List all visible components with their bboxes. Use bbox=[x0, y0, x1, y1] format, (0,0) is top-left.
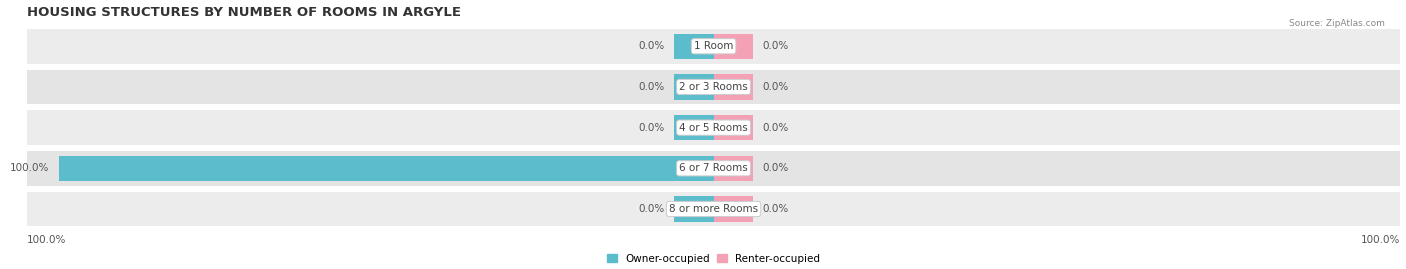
Text: 0.0%: 0.0% bbox=[762, 82, 789, 92]
Bar bbox=[27, 29, 1400, 63]
Text: 4 or 5 Rooms: 4 or 5 Rooms bbox=[679, 123, 748, 133]
Text: 0.0%: 0.0% bbox=[638, 204, 665, 214]
Bar bbox=[675, 34, 714, 59]
Bar bbox=[714, 156, 752, 181]
Text: 0.0%: 0.0% bbox=[762, 123, 789, 133]
Bar bbox=[59, 156, 714, 181]
Bar bbox=[714, 115, 752, 140]
Text: 1 Room: 1 Room bbox=[695, 41, 734, 51]
Text: 100.0%: 100.0% bbox=[10, 163, 49, 173]
Bar bbox=[27, 192, 1400, 226]
Bar bbox=[27, 151, 1400, 186]
Text: Source: ZipAtlas.com: Source: ZipAtlas.com bbox=[1289, 19, 1385, 28]
Legend: Owner-occupied, Renter-occupied: Owner-occupied, Renter-occupied bbox=[607, 253, 820, 264]
Text: 0.0%: 0.0% bbox=[638, 41, 665, 51]
Text: 6 or 7 Rooms: 6 or 7 Rooms bbox=[679, 163, 748, 173]
Text: 100.0%: 100.0% bbox=[1361, 235, 1400, 245]
Text: 100.0%: 100.0% bbox=[27, 235, 66, 245]
Text: 2 or 3 Rooms: 2 or 3 Rooms bbox=[679, 82, 748, 92]
Bar bbox=[675, 196, 714, 222]
Text: 8 or more Rooms: 8 or more Rooms bbox=[669, 204, 758, 214]
Bar bbox=[714, 196, 752, 222]
Bar bbox=[714, 74, 752, 100]
Bar bbox=[27, 70, 1400, 104]
Bar bbox=[714, 34, 752, 59]
Text: HOUSING STRUCTURES BY NUMBER OF ROOMS IN ARGYLE: HOUSING STRUCTURES BY NUMBER OF ROOMS IN… bbox=[27, 6, 461, 19]
Bar bbox=[675, 115, 714, 140]
Text: 0.0%: 0.0% bbox=[638, 123, 665, 133]
Bar bbox=[27, 110, 1400, 145]
Text: 0.0%: 0.0% bbox=[762, 163, 789, 173]
Text: 0.0%: 0.0% bbox=[762, 204, 789, 214]
Text: 0.0%: 0.0% bbox=[762, 41, 789, 51]
Text: 0.0%: 0.0% bbox=[638, 82, 665, 92]
Bar bbox=[675, 74, 714, 100]
